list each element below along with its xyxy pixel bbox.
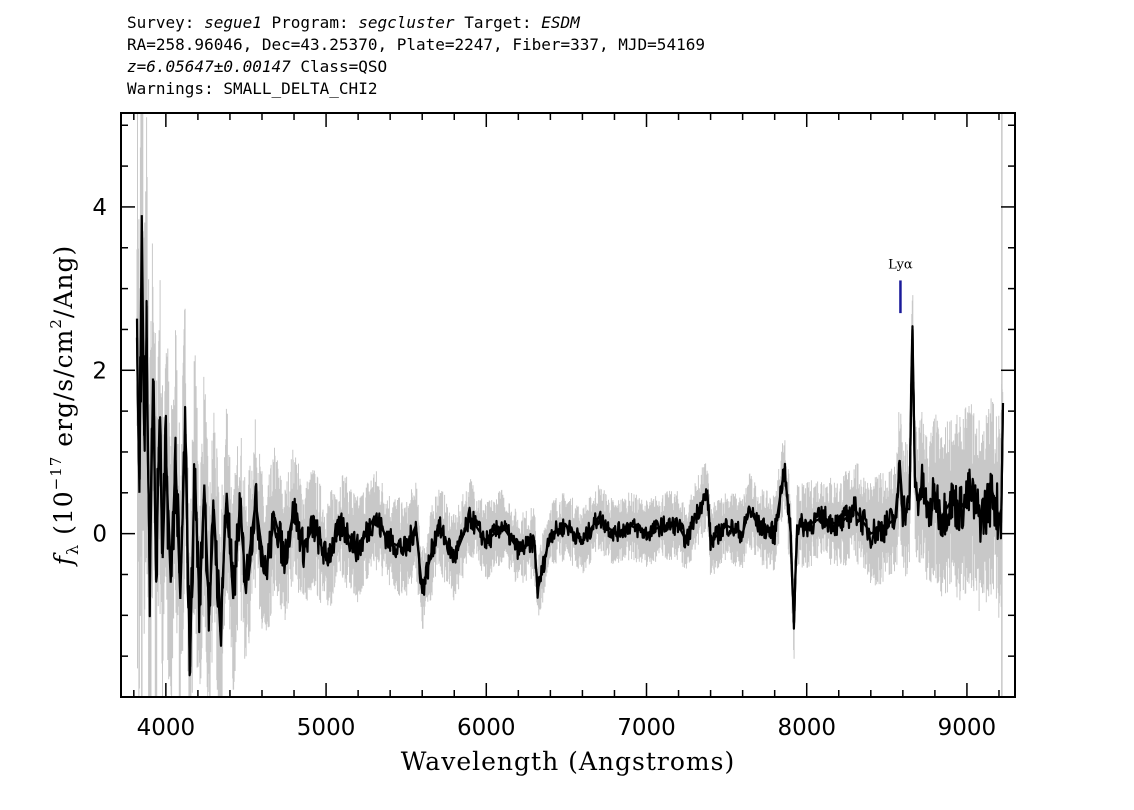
y-tick-label: 2 [92,358,107,384]
y-label-mid: erg/s/cm [49,329,78,456]
flux-series [135,215,1005,677]
y-tick-label: 4 [92,195,107,221]
x-tick-label: 7000 [617,715,676,741]
survey-value: segue1 [204,13,262,32]
y-axis-label: fλ (10−17 erg/s/cm2/Ang) [47,245,82,568]
y-label-close: /Ang) [49,245,78,318]
y-axis-ticks: 0 2 4 [92,124,1015,698]
header-line-redshift: z=6.05647±0.00147 Class=QSO [127,56,705,78]
y-label-f: f [49,552,78,567]
class-value: Class=QSO [300,57,388,76]
target-label: Target: [464,13,532,32]
x-tick-label: 6000 [457,715,516,741]
y-label-open: (10 [49,490,78,544]
x-tick-label: 8000 [777,715,836,741]
x-tick-label: 9000 [938,715,997,741]
spectrum-header: Survey: segue1 Program: segcluster Targe… [127,12,705,100]
error-series [136,113,1004,697]
program-value: segcluster [358,13,455,32]
annotations: Lyα [888,257,913,314]
x-tick-label: 4000 [137,715,196,741]
header-line-warnings: Warnings: SMALL_DELTA_CHI2 [127,79,378,98]
plot-frame [120,112,1016,698]
sky-lines [141,113,1003,697]
annotation-label-0: Lyα [888,257,913,272]
survey-label: Survey: [127,13,195,32]
header-line-coords: RA=258.96046, Dec=43.25370, Plate=2247, … [127,35,705,54]
x-axis-label: Wavelength (Angstroms) [401,747,735,776]
y-label-sq: 2 [47,318,65,329]
redshift-value: z=6.05647±0.00147 [127,57,291,76]
target-value: ESDM [541,13,580,32]
y-tick-label: 0 [92,522,107,548]
flux-features [135,215,1005,665]
error-envelope [136,113,1004,697]
program-label: Program: [271,13,349,32]
y-label-sub: λ [63,544,82,555]
x-tick-label: 5000 [297,715,356,741]
flux-line [135,299,1004,677]
header-line-survey: Survey: segue1 Program: segcluster Targe… [127,12,705,34]
y-label-exp: −17 [47,456,65,491]
x-axis-ticks: 4000 5000 6000 7000 8000 9000 [133,113,1000,741]
